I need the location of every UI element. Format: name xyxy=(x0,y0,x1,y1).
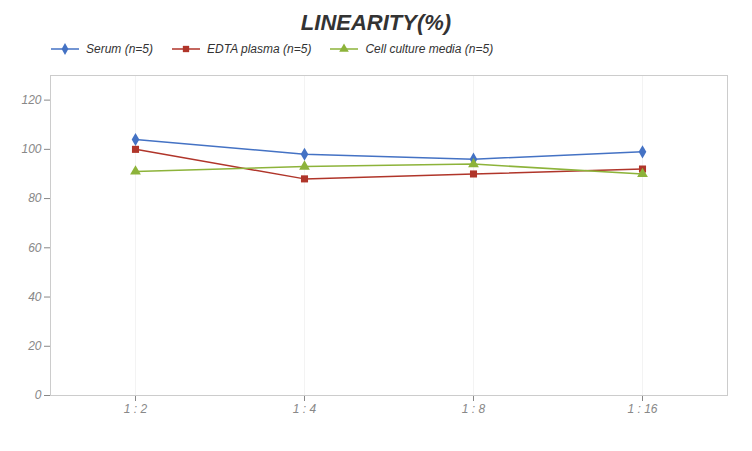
svg-text:100: 100 xyxy=(21,142,41,156)
svg-text:1 : 8: 1 : 8 xyxy=(462,402,486,416)
svg-text:60: 60 xyxy=(28,241,42,255)
svg-text:40: 40 xyxy=(28,290,42,304)
svg-text:1 : 2: 1 : 2 xyxy=(124,402,148,416)
html-text:Serum (n=5): Serum (n=5) xyxy=(86,42,153,56)
svg-text:20: 20 xyxy=(27,339,42,353)
svg-text:0: 0 xyxy=(35,388,42,402)
html-text:Cell culture media (n=5): Cell culture media (n=5) xyxy=(365,42,494,56)
svg-text:1 : 4: 1 : 4 xyxy=(293,402,317,416)
html-text:LINEARITY(%): LINEARITY(%) xyxy=(300,10,452,35)
html-text:EDTA plasma (n=5): EDTA plasma (n=5) xyxy=(207,42,312,56)
svg-text:120: 120 xyxy=(21,93,41,107)
svg-text:1 : 16: 1 : 16 xyxy=(627,402,657,416)
svg-text:80: 80 xyxy=(28,191,42,205)
